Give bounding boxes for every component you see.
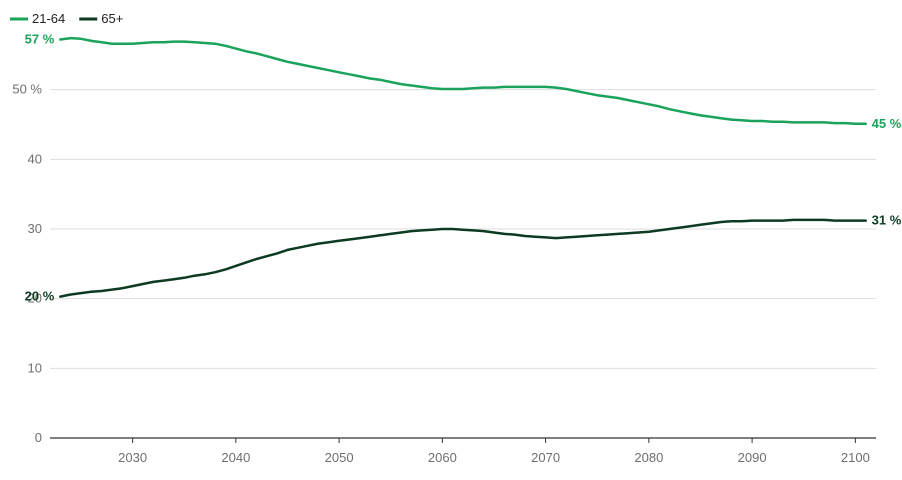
legend-label: 21-64 <box>32 11 65 26</box>
series-lines <box>59 36 867 298</box>
series-start-label: 20 % <box>25 289 55 304</box>
x-tick-label: 2090 <box>738 450 767 465</box>
y-tick-label: 50 % <box>12 82 42 97</box>
y-tick-label: 10 <box>28 360 42 375</box>
y-tick-label: 30 <box>28 221 42 236</box>
data-labels: 57 % 45 % 20 % 31 % <box>25 32 902 304</box>
legend-label: 65+ <box>101 11 123 26</box>
x-tick-label: 2050 <box>325 450 354 465</box>
series-end-label: 45 % <box>872 116 902 131</box>
x-tick-label: 2070 <box>531 450 560 465</box>
series-line-age-65-plus <box>59 218 867 298</box>
series-start-label: 57 % <box>25 32 55 47</box>
series-end-label: 31 % <box>872 213 902 228</box>
x-tick-label: 2040 <box>221 450 250 465</box>
x-tick-label: 2100 <box>841 450 870 465</box>
y-tick-label: 40 <box>28 151 42 166</box>
y-tick-label: 20 <box>28 291 42 306</box>
x-tick-label: 2030 <box>118 450 147 465</box>
y-tick-label: 0 <box>35 430 42 445</box>
x-tick-label: 2080 <box>634 450 663 465</box>
legend: 21-64 65+ <box>10 11 123 26</box>
series-line-age-21-64 <box>59 36 867 126</box>
x-tick-label: 2060 <box>428 450 457 465</box>
